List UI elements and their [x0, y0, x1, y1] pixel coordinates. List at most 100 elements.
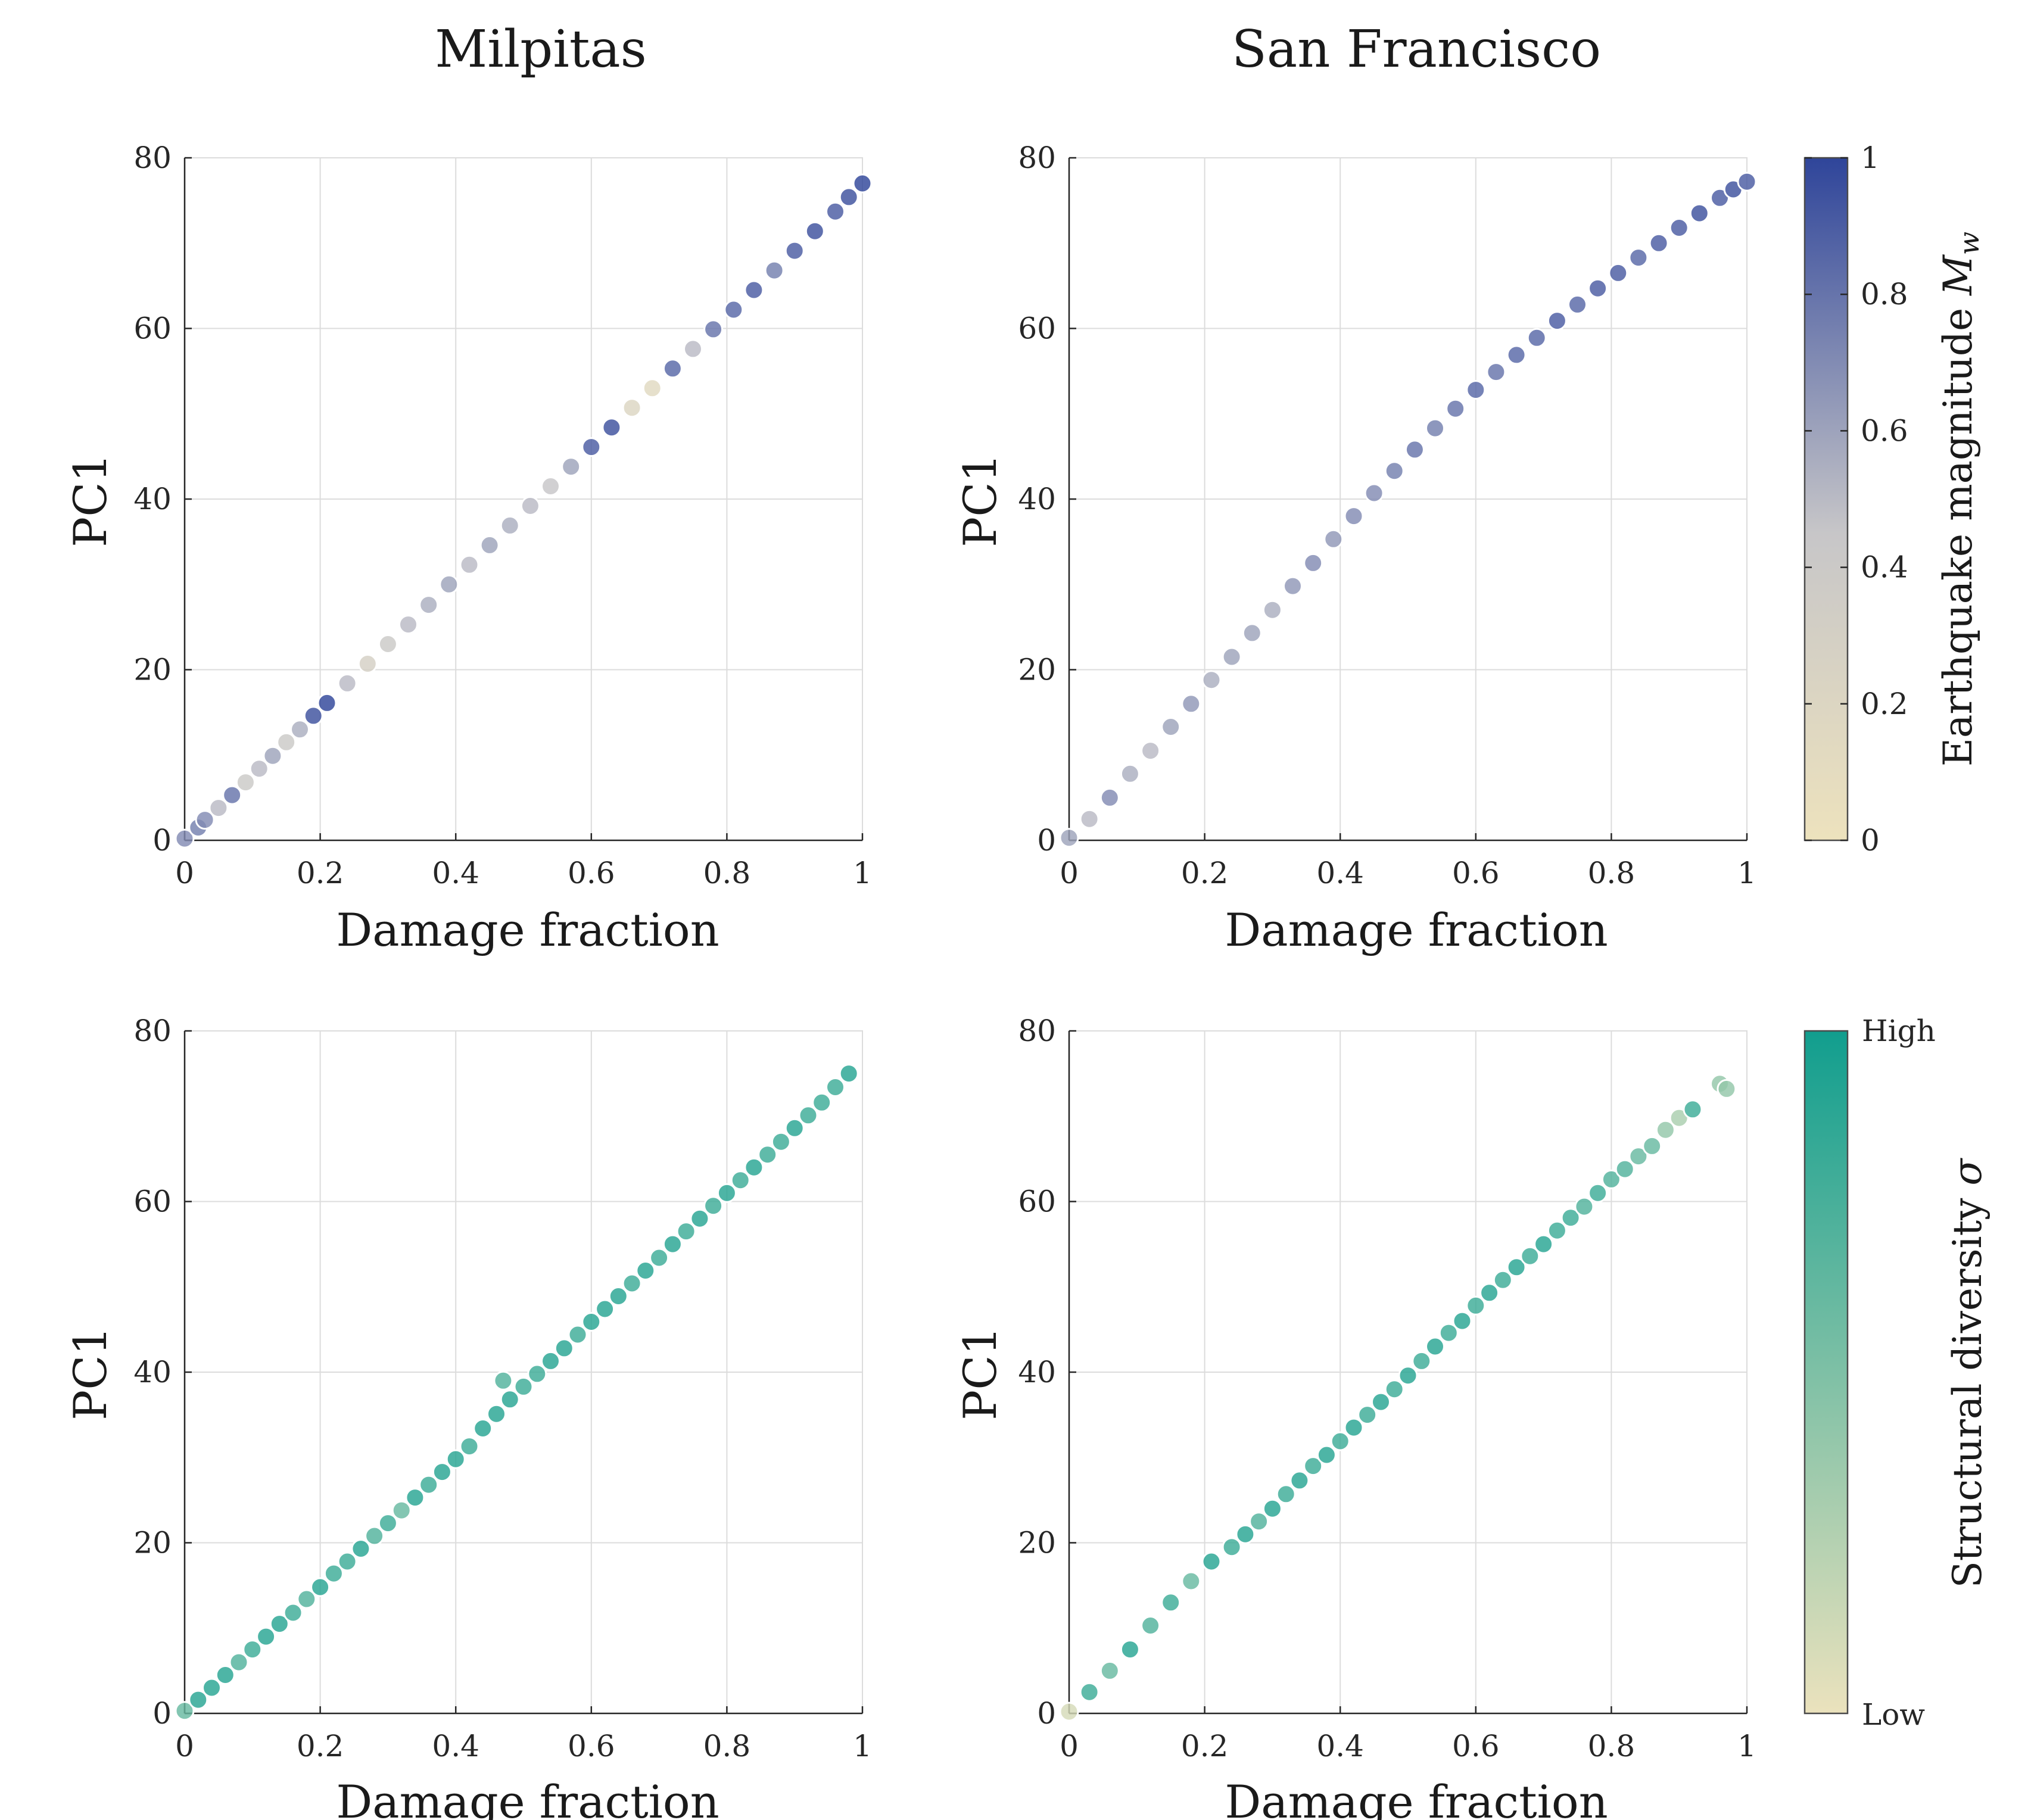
- data-point: [1479, 1283, 1500, 1303]
- data-point: [1574, 1196, 1594, 1217]
- y-tick-label: 40: [1018, 1355, 1056, 1389]
- data-point: [724, 300, 744, 320]
- data-point: [1588, 278, 1608, 298]
- data-point: [764, 260, 784, 281]
- data-point: [1560, 1208, 1581, 1228]
- data-point: [1323, 529, 1344, 549]
- y-tick-label: 80: [1018, 1014, 1056, 1048]
- x-tick-label: 0.8: [703, 856, 751, 890]
- colorbar-diversity-symbol: σ: [1945, 1158, 1990, 1186]
- data-point: [1506, 345, 1527, 365]
- data-point: [541, 1351, 560, 1371]
- panel-san-francisco-diversity: 0 0.2 0.4 0.6 0.8 1 0 20 40 60 80: [1018, 1014, 1756, 1763]
- data-point: [398, 615, 418, 635]
- x-tick-label: 0.8: [1588, 856, 1636, 890]
- data-point: [1141, 1616, 1161, 1635]
- data-point: [730, 1170, 750, 1191]
- data-point: [554, 1338, 574, 1358]
- colorbar-magnitude-label-text: Earthquake magnitude: [1935, 295, 1981, 766]
- data-point: [1099, 1660, 1120, 1681]
- colorbar-tick-label: 0.6: [1861, 413, 1908, 448]
- data-point: [1412, 1351, 1432, 1371]
- data-point: [303, 706, 323, 726]
- data-point: [805, 221, 825, 241]
- column-title-san-francisco: San Francisco: [1232, 20, 1601, 79]
- data-point: [419, 1475, 439, 1495]
- data-point: [581, 1312, 602, 1332]
- data-point: [662, 1234, 683, 1254]
- colorbar-diversity-gradient: [1803, 1030, 1849, 1715]
- data-point: [222, 785, 242, 805]
- data-point: [608, 1286, 628, 1306]
- data-point: [602, 417, 622, 438]
- panel-milpitas-magnitude: 0 0.2 0.4 0.6 0.8 1 0 20 40 60 80: [133, 141, 873, 890]
- data-point: [432, 1462, 452, 1482]
- colorbar-diversity-tick-low: Low: [1862, 1697, 1925, 1732]
- data-point: [493, 1370, 513, 1391]
- data-point: [1404, 440, 1425, 460]
- data-point: [1446, 398, 1466, 419]
- data-point: [683, 339, 703, 359]
- data-point: [839, 1064, 859, 1084]
- data-point: [703, 1196, 724, 1216]
- x-tick-label: 0.2: [297, 1729, 344, 1763]
- x-tick-label: 0.6: [1452, 856, 1500, 890]
- data-point: [459, 1436, 479, 1457]
- data-point: [527, 1364, 547, 1384]
- x-tick-label: 0: [175, 856, 194, 890]
- data-point: [1628, 1146, 1649, 1167]
- data-point: [337, 1551, 357, 1572]
- data-point: [703, 319, 724, 339]
- data-point: [1330, 1431, 1350, 1451]
- colorbar-diversity: High Low Structural diversity σ: [1803, 1014, 1990, 1732]
- data-point: [256, 1626, 276, 1647]
- data-point: [784, 241, 805, 261]
- data-point: [446, 1449, 466, 1469]
- data-point: [513, 1376, 534, 1397]
- data-point: [242, 1640, 263, 1660]
- data-point: [1737, 172, 1757, 192]
- x-tick-label: 0: [1060, 856, 1079, 890]
- data-point: [812, 1092, 832, 1112]
- data-point: [500, 515, 520, 535]
- data-point: [649, 1248, 669, 1268]
- data-point: [1289, 1470, 1310, 1491]
- colorbar-tick-label: 0.2: [1861, 687, 1908, 721]
- y-tick-label: 40: [1018, 482, 1056, 516]
- data-point: [1398, 1366, 1418, 1386]
- panel-milpitas-diversity: 0 0.2 0.4 0.6 0.8 1 0 20 40 60 80: [133, 1014, 872, 1763]
- data-point: [1316, 1445, 1337, 1465]
- colorbar-tick-label: 0: [1861, 823, 1880, 858]
- colorbar-magnitude-gradient: [1803, 157, 1849, 842]
- y-tick-label: 80: [133, 141, 172, 175]
- data-point: [1615, 1159, 1635, 1179]
- data-point: [1384, 1379, 1404, 1400]
- data-point: [323, 1563, 344, 1584]
- data-point: [1384, 461, 1404, 481]
- data-point: [520, 496, 540, 516]
- y-tick-label: 0: [152, 823, 172, 858]
- data-point: [690, 1208, 710, 1229]
- x-tick-label: 0: [175, 1729, 194, 1763]
- data-point: [1357, 1405, 1378, 1425]
- x-tick-label: 0.4: [1316, 1729, 1364, 1763]
- data-point: [297, 1589, 317, 1609]
- data-point: [1161, 1592, 1181, 1613]
- x-tick-label: 0.4: [432, 1729, 479, 1763]
- data-point: [1242, 623, 1262, 643]
- data-point: [568, 1325, 588, 1345]
- colorbar-diversity-tick-high: High: [1862, 1014, 1936, 1048]
- y-axis-label: PC1: [954, 453, 1007, 547]
- data-point: [1669, 218, 1689, 238]
- data-point: [1344, 506, 1364, 526]
- data-point: [215, 1665, 235, 1685]
- y-tick-label: 0: [1037, 823, 1056, 858]
- x-tick-label: 0.2: [297, 856, 344, 890]
- colorbar-magnitude-subscript: w: [1953, 232, 1985, 255]
- panel-san-francisco-magnitude: 0 0.2 0.4 0.6 0.8 1 0 20 40 60 80: [1018, 141, 1757, 890]
- x-axis-label: Damage fraction: [1225, 903, 1608, 956]
- data-point: [290, 719, 310, 740]
- data-point: [283, 1603, 303, 1623]
- y-tick-label: 60: [1018, 311, 1056, 346]
- data-point: [1466, 380, 1486, 400]
